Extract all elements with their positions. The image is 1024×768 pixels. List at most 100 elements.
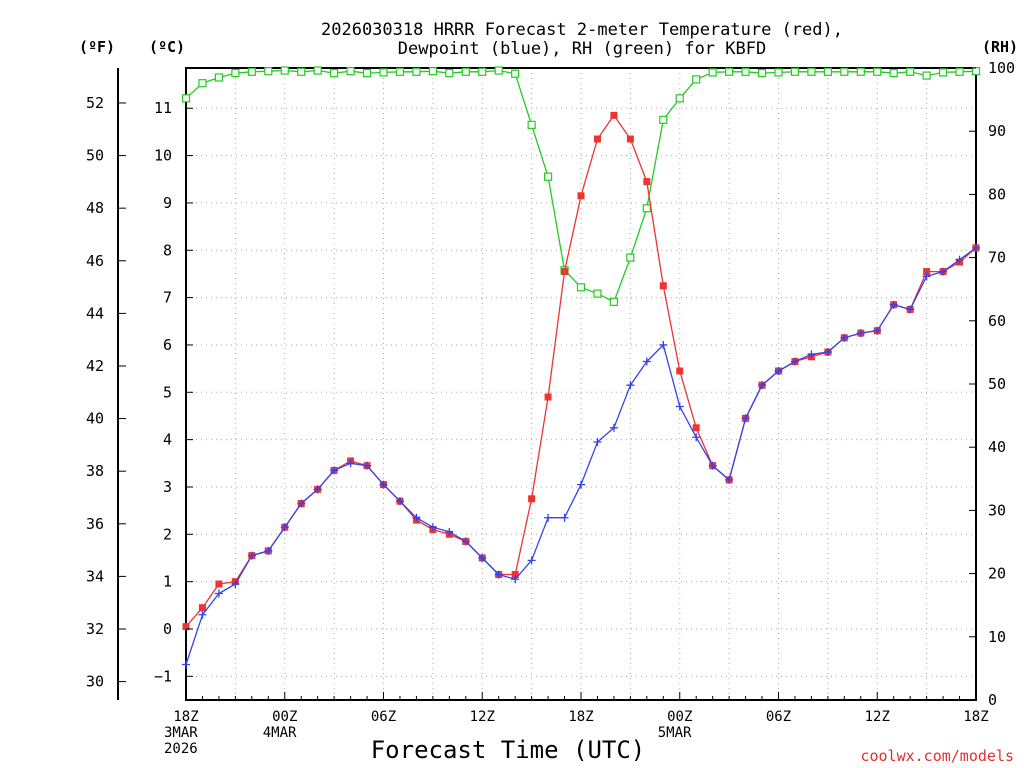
rh-tick-label: 10 (988, 628, 1006, 646)
celsius-unit-label: (ºC) (149, 38, 185, 56)
dewpoint-point (741, 414, 750, 423)
rh-point (379, 68, 388, 77)
dewpoint-point (790, 357, 799, 366)
fahrenheit-tick-label: 48 (86, 199, 104, 217)
dewpoint-point (840, 333, 849, 342)
dewpoint-point (297, 499, 306, 508)
celsius-tick-label: 9 (163, 194, 172, 212)
celsius-tick-label: 5 (163, 383, 172, 401)
dewpoint-point (807, 350, 816, 359)
celsius-tick-label: 10 (154, 147, 172, 165)
temperature-point (561, 268, 569, 276)
dewpoint-point (593, 437, 602, 446)
rh-point (626, 253, 635, 262)
rh-point (725, 67, 734, 76)
fahrenheit-unit-label: (ºF) (79, 38, 115, 56)
rh-point (280, 66, 289, 75)
dewpoint-point (577, 480, 585, 489)
dewpoint-point (182, 660, 190, 669)
fahrenheit-tick-label: 36 (86, 515, 104, 533)
temperature-point (528, 495, 536, 503)
dewpoint-point (511, 575, 520, 584)
rh-tick-label: 60 (988, 312, 1006, 330)
rh-line (185, 69, 977, 303)
temperature-point (643, 178, 651, 186)
rh-point (428, 67, 437, 76)
rh-point (906, 67, 915, 76)
rh-point (675, 94, 684, 103)
fahrenheit-tick-label: 52 (86, 94, 104, 112)
fahrenheit-tick-label: 30 (86, 673, 104, 691)
rh-unit-label: (RH) (982, 38, 1018, 56)
temperature-point (544, 393, 552, 401)
dewpoint-point (823, 348, 832, 357)
celsius-tick-label: 4 (163, 431, 172, 449)
temperature-point (923, 268, 931, 276)
temperature-point (593, 135, 601, 143)
rh-point (659, 115, 668, 124)
dewpoint-point (856, 329, 865, 338)
x-tick-label: 00Z (272, 709, 297, 725)
dewpoint-point (313, 485, 322, 494)
rh-point (445, 68, 454, 78)
rh-point (840, 67, 849, 76)
x-axis-label: Forecast Time (UTC) (371, 736, 646, 764)
rh-point (955, 67, 964, 76)
dewpoint-point (889, 300, 898, 309)
dewpoint-point (461, 537, 470, 546)
rh-point (395, 67, 405, 76)
rh-point (856, 67, 865, 76)
credit-text: coolwx.com/models (860, 747, 1014, 765)
celsius-tick-label: 1 (163, 573, 172, 591)
dewpoint-point (247, 551, 256, 560)
rh-point (576, 283, 586, 292)
rh-point (774, 68, 783, 77)
celsius-tick-label: −1 (154, 667, 172, 685)
temperature-point (692, 424, 700, 432)
x-tick-label: 12Z (470, 709, 495, 725)
temperature-point (610, 111, 618, 119)
fahrenheit-tick-label: 40 (86, 410, 104, 428)
x-tick-label: 18Z (173, 709, 198, 725)
rh-point (873, 67, 882, 76)
rh-point (609, 297, 619, 306)
temperature-point (215, 580, 223, 588)
rh-tick-label: 50 (988, 375, 1006, 393)
fahrenheit-tick-label: 32 (86, 620, 104, 638)
rh-tick-label: 70 (988, 249, 1006, 267)
dewpoint-point (659, 340, 668, 349)
rh-point (938, 68, 948, 77)
temperature-point (676, 367, 684, 375)
x-tick-label: 06Z (371, 709, 396, 725)
dewpoint-point (198, 610, 207, 619)
series-temperature (182, 111, 980, 631)
rh-point (412, 67, 421, 76)
dewpoint-point (494, 570, 503, 579)
dewpoint-point (972, 243, 980, 252)
rh-point (708, 68, 717, 77)
tick-labels: −101234567891011303234363840424446485052… (86, 59, 1015, 757)
dewpoint-point (873, 326, 882, 335)
rh-point (922, 71, 931, 80)
chart-title-line1: 2026030318 HRRR Forecast 2-meter Tempera… (321, 20, 843, 40)
rh-tick-label: 100 (988, 59, 1015, 77)
dewpoint-point (675, 402, 684, 411)
rh-point (790, 67, 800, 76)
dewpoint-point (544, 513, 553, 522)
temperature-point (626, 135, 634, 143)
rh-point (181, 94, 191, 103)
celsius-tick-label: 6 (163, 336, 172, 354)
rh-point (494, 66, 503, 75)
grid-lines (186, 68, 976, 700)
rh-point (330, 68, 339, 78)
rh-point (362, 68, 372, 78)
dewpoint-line (185, 247, 977, 665)
dewpoint-point (412, 513, 421, 522)
rh-point (593, 289, 602, 298)
temperature-point (659, 282, 667, 290)
rh-tick-label: 0 (988, 691, 997, 709)
rh-point (511, 69, 520, 78)
x-tick-label: 4MAR (263, 725, 297, 741)
temperature-point (577, 192, 585, 200)
fahrenheit-tick-label: 44 (86, 304, 104, 322)
